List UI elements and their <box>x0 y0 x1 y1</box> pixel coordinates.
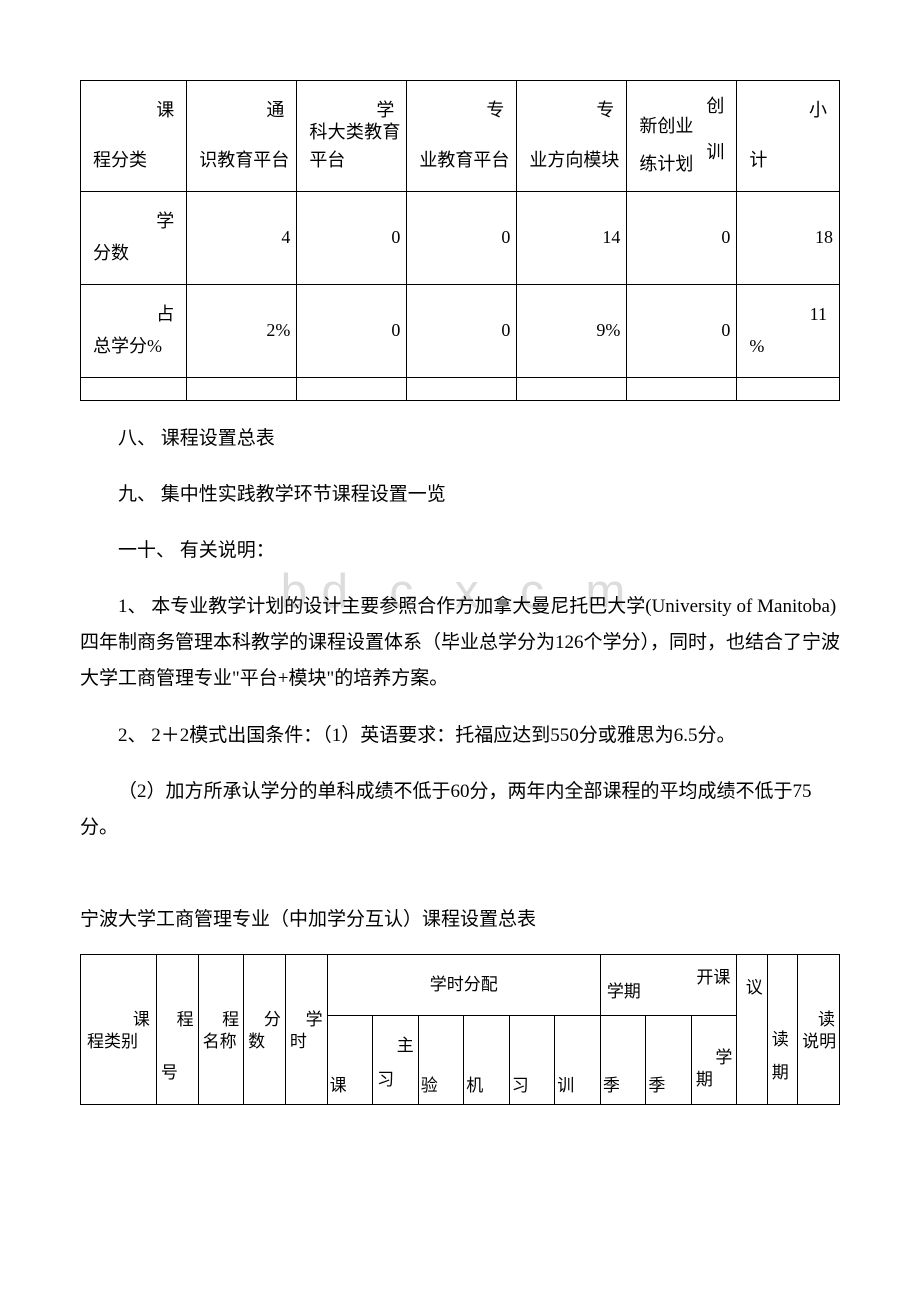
cell-text: 数 <box>248 1029 265 1055</box>
cell-text: 4 <box>187 192 297 285</box>
cell-text: 2% <box>187 285 297 378</box>
table-row: 学分数 4 0 0 14 0 18 <box>81 192 840 285</box>
cell-text: 验 <box>418 1015 464 1104</box>
cell-text: 占 <box>156 301 174 329</box>
cell-text: 训 <box>706 139 724 167</box>
cell-text: 科大类教育平台 <box>309 119 400 175</box>
cell-text: 习 <box>377 1067 394 1093</box>
cell-text: 通 <box>266 97 284 125</box>
cell-text: 学期 <box>607 979 641 1005</box>
section-heading-9: 九、 集中性实践教学环节课程设置一览 <box>80 477 840 513</box>
cell-text: 号 <box>161 1060 178 1086</box>
cell-text: 课 <box>327 1015 373 1104</box>
cell-text: 创 <box>706 93 724 121</box>
page-content: bd c x c m 课程分类 通识教育平台 学科大类教育平台 专业教育平台 专… <box>80 80 840 1105</box>
cell-text: 期 <box>696 1067 713 1093</box>
cell-text: 业教育平台 <box>419 147 509 175</box>
cell-text: 14 <box>517 192 627 285</box>
paragraph: 2、 2＋2模式出国条件：（1）英语要求：托福应达到550分或雅思为6.5分。 <box>80 718 840 754</box>
cell-text: 机 <box>464 1015 510 1104</box>
cell-text: 学 <box>306 1007 323 1033</box>
cell-text: 分 <box>264 1007 281 1033</box>
cell-text: 总学分% <box>93 333 162 361</box>
cell-text: 新创业 <box>639 113 693 141</box>
cell-text: 计 <box>749 147 767 175</box>
cell-text: 期 <box>772 1060 789 1086</box>
cell-text: 0 <box>407 192 517 285</box>
cell-text: 练计划 <box>639 151 693 179</box>
paragraph: 1、 本专业教学计划的设计主要参照合作方加拿大曼尼托巴大学(University… <box>80 589 840 697</box>
cell-text: 11 <box>810 301 827 329</box>
cell-text: 18 <box>737 192 840 285</box>
cell-text: 程类别 <box>87 1029 138 1055</box>
table-row <box>81 378 840 401</box>
cell-text: 专 <box>486 97 504 125</box>
cell-text: 学时分配 <box>327 954 600 1015</box>
cell-text: % <box>749 333 764 361</box>
cell-text: 0 <box>297 285 407 378</box>
cell-text: 习 <box>509 1015 555 1104</box>
cell-text: 季 <box>600 1015 646 1104</box>
cell-text: 训 <box>555 1015 601 1104</box>
cell-text: 主 <box>397 1033 414 1059</box>
section-heading-10: 一十、 有关说明： <box>80 533 840 569</box>
cell-text: 议 <box>746 975 763 1001</box>
section-heading-8: 八、 课程设置总表 <box>80 421 840 457</box>
cell-text: 季 <box>646 1015 692 1104</box>
cell-text: 名称 <box>203 1029 237 1055</box>
cell-text: 0 <box>627 285 737 378</box>
table-row: 课程类别 程号 程名称 分数 学时 学时分配 开课学期 议 读期 读说明 <box>81 954 840 1015</box>
cell-text: 读 <box>772 1027 789 1053</box>
table-row: 课程分类 通识教育平台 学科大类教育平台 专业教育平台 专业方向模块 创 新创业… <box>81 81 840 192</box>
cell-text: 9% <box>517 285 627 378</box>
cell-text: 0 <box>297 192 407 285</box>
cell-text: 说明 <box>802 1029 836 1055</box>
cell-text: 程 <box>177 1007 194 1033</box>
cell-text: 分数 <box>93 240 129 268</box>
cell-text: 0 <box>407 285 517 378</box>
cell-text: 识教育平台 <box>199 147 289 175</box>
cell-text: 开课 <box>696 965 730 991</box>
table-row: 占总学分% 2% 0 0 9% 0 11% <box>81 285 840 378</box>
cell-text: 程分类 <box>93 147 147 175</box>
table2-title: 宁波大学工商管理专业（中加学分互认）课程设置总表 <box>80 902 840 938</box>
paragraph: （2）加方所承认学分的单科成绩不低于60分，两年内全部课程的平均成绩不低于75分… <box>80 774 840 846</box>
cell-text: 0 <box>627 192 737 285</box>
cell-text: 学 <box>156 208 174 236</box>
table-course-settings: 课程类别 程号 程名称 分数 学时 学时分配 开课学期 议 读期 读说明 课 主… <box>80 954 840 1105</box>
cell-text: 业方向模块 <box>529 147 619 175</box>
cell-text: 时 <box>290 1029 307 1055</box>
table-credits: 课程分类 通识教育平台 学科大类教育平台 专业教育平台 专业方向模块 创 新创业… <box>80 80 840 401</box>
cell-text: 课 <box>156 97 174 125</box>
cell-text: 小 <box>809 97 827 125</box>
cell-text: 学 <box>715 1045 732 1071</box>
cell-text: 专 <box>596 97 614 125</box>
